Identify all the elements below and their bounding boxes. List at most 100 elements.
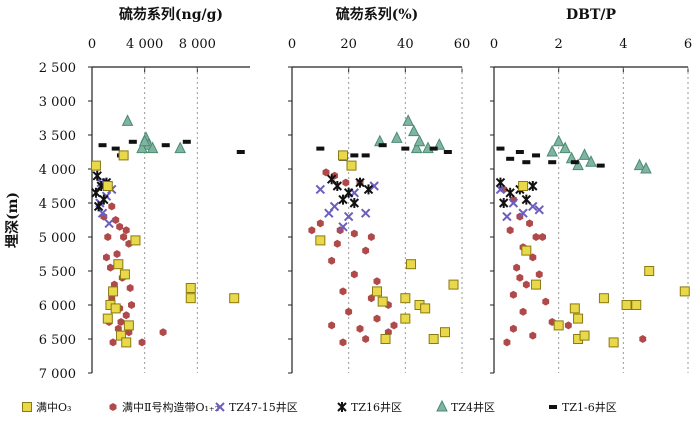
y-tick-label: 2 500 xyxy=(39,61,76,76)
data-point xyxy=(338,194,348,205)
x-tick-label: 8 000 xyxy=(179,37,216,52)
data-point xyxy=(502,211,512,222)
data-point xyxy=(215,402,225,412)
data-point xyxy=(361,153,370,158)
data-point xyxy=(338,222,348,232)
data-point xyxy=(108,202,116,211)
data-point xyxy=(128,301,135,309)
data-point xyxy=(107,263,114,272)
data-point xyxy=(633,158,646,171)
series-tz47 xyxy=(495,184,544,222)
y-tick-label: 4 000 xyxy=(39,163,76,178)
series-tz4 xyxy=(121,114,187,154)
data-point xyxy=(111,146,120,151)
data-point xyxy=(112,216,120,224)
data-point xyxy=(420,303,431,314)
data-point xyxy=(406,259,416,270)
data-point xyxy=(522,280,530,289)
data-point xyxy=(391,131,403,143)
legend-label: TZ1-6井区 xyxy=(562,400,617,414)
series-ms xyxy=(90,150,240,348)
data-point xyxy=(118,150,129,161)
panel-title: DBT/P xyxy=(566,7,617,23)
x-tick-label: 20 xyxy=(340,37,357,52)
legend-label: TZ47-15井区 xyxy=(229,400,298,414)
data-point xyxy=(532,153,541,158)
x-tick-label: 2 xyxy=(555,37,563,52)
data-point xyxy=(506,156,515,161)
data-point xyxy=(573,313,584,324)
chart-panel: DBT/P 0 2 4 6 xyxy=(490,7,692,374)
data-point xyxy=(639,335,647,343)
series-tz16 xyxy=(495,177,538,208)
data-point xyxy=(390,321,398,330)
data-point xyxy=(109,403,117,411)
data-point xyxy=(534,205,544,215)
data-point xyxy=(513,263,521,272)
data-point xyxy=(316,219,324,228)
data-point xyxy=(122,226,130,235)
data-point xyxy=(378,143,387,148)
y-tick-label: 4 500 xyxy=(39,197,76,212)
data-point xyxy=(631,300,642,310)
data-point xyxy=(355,177,365,188)
data-point xyxy=(408,124,420,137)
series-tz4 xyxy=(546,134,652,174)
data-point xyxy=(644,266,655,276)
y-axis-label: 埋深(m) xyxy=(4,192,21,248)
data-point xyxy=(553,320,564,331)
legend-label: TZ4井区 xyxy=(451,400,495,414)
legend-item: 满中O₃ xyxy=(22,401,71,414)
data-point xyxy=(570,160,579,165)
legend-label: 满中Ⅱ号构造带O₁₊₂ xyxy=(122,400,219,414)
data-point xyxy=(90,160,101,171)
panel-title: 硫芴系列(%) xyxy=(336,6,419,23)
legend-item: 满中Ⅱ号构造带O₁₊₂ xyxy=(109,400,219,414)
data-point xyxy=(564,321,572,330)
data-point xyxy=(360,208,371,218)
data-point xyxy=(91,187,101,198)
data-point xyxy=(509,324,517,333)
data-point xyxy=(429,146,438,151)
data-point xyxy=(372,286,382,297)
panel-title: 硫芴系列(ng/g) xyxy=(119,6,223,23)
data-point xyxy=(518,208,528,218)
data-point xyxy=(546,144,559,157)
data-point xyxy=(505,187,515,198)
data-point xyxy=(102,313,113,324)
x-tick-label: 0 xyxy=(288,37,296,52)
data-point xyxy=(578,148,591,160)
data-point xyxy=(367,233,375,241)
data-point xyxy=(539,233,546,241)
data-point xyxy=(108,286,119,297)
data-point xyxy=(316,146,325,151)
data-point xyxy=(121,337,132,348)
data-point xyxy=(508,198,519,208)
data-point xyxy=(549,405,557,409)
data-point xyxy=(120,233,128,241)
data-point xyxy=(598,293,609,304)
legend-label: 满中O₃ xyxy=(36,401,71,414)
data-point xyxy=(337,402,347,412)
data-point xyxy=(362,335,370,343)
data-point xyxy=(428,334,439,344)
data-point xyxy=(552,134,565,147)
legend: 满中O₃ 满中Ⅱ号构造带O₁₊₂ TZ47-15井区 TZ16井区 TZ4井区 TZ1-6… xyxy=(22,399,617,414)
data-point xyxy=(498,198,509,208)
data-point xyxy=(559,141,571,154)
data-point xyxy=(495,177,506,188)
data-point xyxy=(506,226,514,235)
data-point xyxy=(528,181,538,191)
data-point xyxy=(138,338,146,347)
data-point xyxy=(109,338,117,347)
data-point xyxy=(345,307,353,316)
data-point xyxy=(116,222,124,231)
series-ms xyxy=(315,150,459,344)
data-point xyxy=(413,134,426,147)
y-axis: 埋深(m) 2 500 3 000 3 500 4 000 4 500 5 000 5 50… xyxy=(4,61,76,382)
data-point xyxy=(503,338,511,347)
data-point xyxy=(104,233,112,241)
data-point xyxy=(122,311,130,320)
data-point xyxy=(343,211,354,222)
data-point xyxy=(377,296,388,307)
